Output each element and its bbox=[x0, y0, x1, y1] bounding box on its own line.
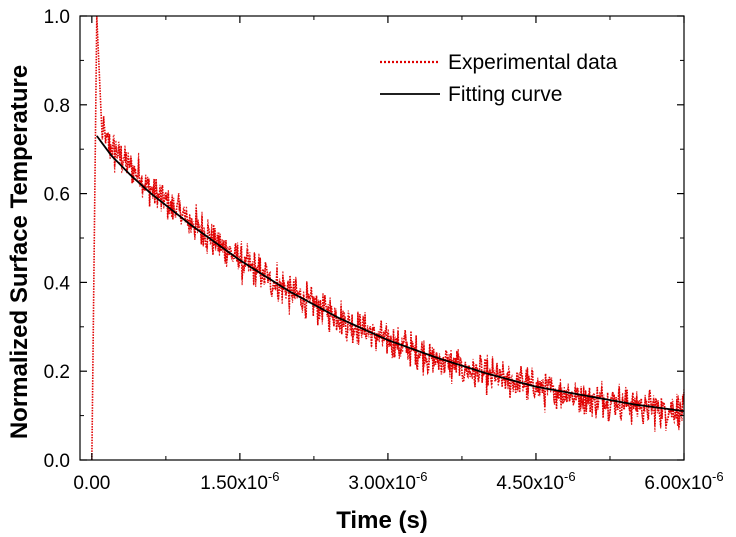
y-tick-label: 0.2 bbox=[44, 362, 70, 383]
x-tick-label: 3.00x10-6 bbox=[348, 469, 427, 494]
y-tick-label: 0.8 bbox=[44, 96, 70, 117]
legend-label-experimental: Experimental data bbox=[448, 51, 618, 74]
x-tick-label: 0.00 bbox=[73, 473, 110, 494]
x-tick-label: 1.50x10-6 bbox=[200, 469, 279, 494]
y-tick-label: 1.0 bbox=[44, 7, 70, 28]
legend: Experimental data Fitting curve bbox=[380, 51, 618, 106]
y-tick-label: 0.6 bbox=[44, 185, 70, 206]
y-tick-label: 0.4 bbox=[44, 273, 71, 294]
y-tick-label: 0.0 bbox=[44, 451, 70, 472]
series-fitting-curve bbox=[96, 135, 685, 413]
tick-layer: 0.00 1.50x10-6 3.00x10-6 4.50x10-6 6.00x10-6… bbox=[44, 7, 724, 494]
x-tick-label: 4.50x10-6 bbox=[496, 469, 575, 494]
x-tick-label: 6.00x10-6 bbox=[644, 469, 723, 494]
series-layer bbox=[91, 15, 685, 461]
y-axis-title: Normalized Surface Temperature bbox=[6, 65, 33, 439]
x-axis-title: Time (s) bbox=[336, 507, 428, 534]
legend-label-fitting: Fitting curve bbox=[448, 83, 562, 106]
